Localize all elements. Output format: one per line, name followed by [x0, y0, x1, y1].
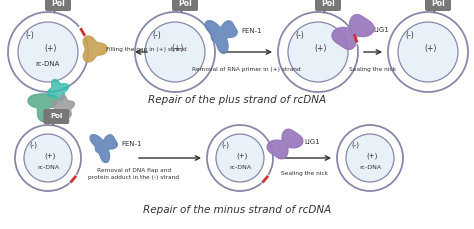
- Text: LIG1: LIG1: [304, 139, 320, 145]
- Text: (+): (+): [237, 152, 248, 159]
- Text: (-): (-): [352, 142, 360, 148]
- Polygon shape: [90, 135, 117, 163]
- Circle shape: [346, 134, 394, 182]
- FancyBboxPatch shape: [45, 0, 71, 11]
- Text: (+): (+): [425, 44, 437, 54]
- Text: (+): (+): [367, 152, 378, 159]
- Text: (+): (+): [45, 44, 57, 54]
- Text: (-): (-): [406, 31, 414, 40]
- Text: Repair of the plus strand of rcDNA: Repair of the plus strand of rcDNA: [148, 95, 326, 105]
- Polygon shape: [52, 95, 74, 117]
- Circle shape: [18, 22, 78, 82]
- Text: Filling the gap in (+) strand: Filling the gap in (+) strand: [106, 46, 187, 52]
- Polygon shape: [28, 94, 58, 121]
- Text: (-): (-): [29, 142, 37, 148]
- Text: Sealing the nick: Sealing the nick: [282, 172, 328, 177]
- FancyBboxPatch shape: [172, 0, 198, 11]
- Text: (-): (-): [222, 142, 229, 148]
- Text: Pol: Pol: [51, 0, 65, 8]
- Text: (+): (+): [172, 44, 184, 54]
- Text: rc-DNA: rc-DNA: [359, 165, 381, 170]
- Text: Pol: Pol: [321, 0, 335, 8]
- Circle shape: [145, 22, 205, 82]
- FancyBboxPatch shape: [315, 0, 341, 11]
- Circle shape: [288, 22, 348, 82]
- Polygon shape: [47, 79, 69, 101]
- Text: Removal of RNA primer in (+) strand: Removal of RNA primer in (+) strand: [192, 68, 301, 73]
- Text: (+): (+): [45, 152, 56, 159]
- Text: Pol: Pol: [431, 0, 445, 8]
- Polygon shape: [205, 21, 237, 53]
- Text: rc-DNA: rc-DNA: [37, 165, 59, 170]
- Polygon shape: [267, 129, 303, 159]
- Circle shape: [24, 134, 72, 182]
- Text: FEN-1: FEN-1: [241, 28, 262, 34]
- Text: Repair of the minus strand of rcDNA: Repair of the minus strand of rcDNA: [143, 205, 331, 215]
- FancyBboxPatch shape: [43, 109, 69, 124]
- Text: Sealing the nick: Sealing the nick: [349, 68, 396, 73]
- Text: rc-DNA: rc-DNA: [229, 165, 251, 170]
- FancyBboxPatch shape: [425, 0, 451, 11]
- Text: Removal of DNA flap and
protein adduct in the (-) strand: Removal of DNA flap and protein adduct i…: [89, 168, 180, 180]
- Text: rc-DNA: rc-DNA: [36, 61, 60, 67]
- Circle shape: [216, 134, 264, 182]
- Text: LIG1: LIG1: [373, 27, 389, 33]
- Text: FEN-1: FEN-1: [122, 141, 142, 147]
- Text: Pol: Pol: [50, 114, 63, 120]
- Text: Pol: Pol: [178, 0, 192, 8]
- Text: (+): (+): [315, 44, 327, 54]
- Text: (-): (-): [153, 31, 161, 40]
- Text: (-): (-): [296, 31, 304, 40]
- Polygon shape: [332, 15, 374, 49]
- Text: (-): (-): [26, 31, 35, 40]
- Circle shape: [398, 22, 458, 82]
- Polygon shape: [83, 36, 107, 62]
